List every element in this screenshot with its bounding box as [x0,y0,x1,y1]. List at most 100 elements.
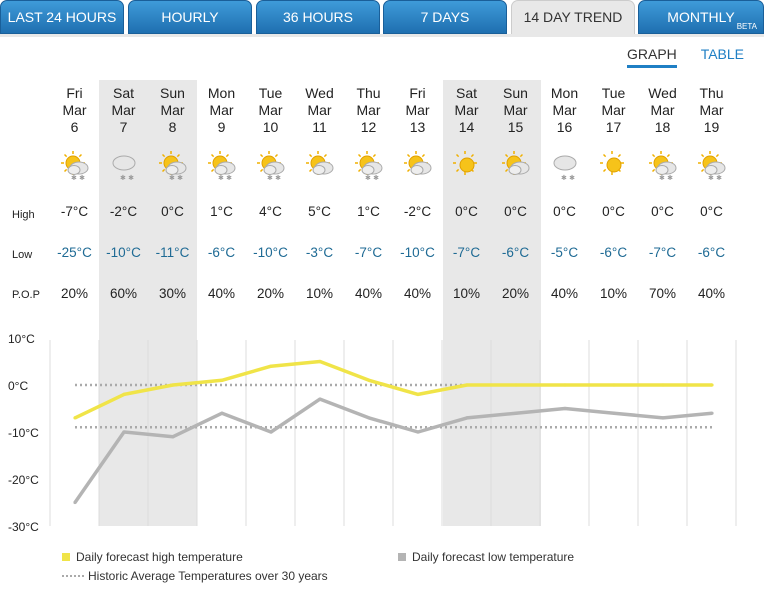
pop-value: 20% [501,286,530,301]
svg-text:✱ ✱: ✱ ✱ [561,174,575,180]
day-header: Thu Mar 19 [687,85,736,136]
tab-label: HOURLY [161,9,219,25]
low-temp: -6°C [697,245,726,260]
pop-value: 40% [697,286,726,301]
day-header-dow: Thu [699,85,724,101]
day-header-date: 12 [360,119,377,135]
legend-historic-label: Historic Average Temperatures over 30 ye… [88,569,328,583]
day-header-date: 13 [409,119,426,135]
sun-icon [599,150,629,180]
day-header-date: 11 [312,119,327,135]
sun-cloud-snow-icon: ✱ ✱ [207,150,237,182]
low-temp: -3°C [305,245,334,260]
tab-36-hours[interactable]: 36 HOURS [256,0,380,34]
day-header-dow: Sun [503,85,528,101]
y-tick-label: -20°C [8,473,39,487]
view-switcher: GRAPH TABLE [607,46,744,68]
high-temp: 0°C [504,204,527,219]
weekend-shade [99,80,197,340]
day-header-mon: Mar [699,102,724,118]
svg-text:✱ ✱: ✱ ✱ [71,174,85,180]
high-temp: 1°C [357,204,380,219]
high-temp-point [367,378,371,382]
svg-text:✱ ✱: ✱ ✱ [120,174,134,180]
high-temp-point [710,383,714,387]
day-header-date: 8 [168,119,177,135]
day-header: Sat Mar 14 [442,85,491,136]
tab-7-days[interactable]: 7 DAYS [383,0,507,34]
low-temp-point [514,411,518,415]
high-temp-point [661,383,665,387]
day-header-mon: Mar [160,102,185,118]
high-temp: 0°C [700,204,723,219]
tab-last-24-hours[interactable]: LAST 24 HOURS [0,0,124,34]
svg-text:✱ ✱: ✱ ✱ [365,174,379,180]
temperature-trend-chart: 10°C 0°C -10°C -20°C -30°C [8,332,737,534]
pop-value: 40% [550,286,579,301]
tab-monthly[interactable]: MONTHLY BETA [638,0,764,34]
low-temp: -25°C [57,245,92,260]
legend-high: Daily forecast high temperature [62,550,243,564]
day-header-dow: Sat [112,85,134,101]
legend-low-swatch [398,553,406,561]
tab-hourly[interactable]: HOURLY [128,0,252,34]
sun-cloud-icon [501,150,531,180]
low-temp: -6°C [599,245,628,260]
high-temp: 1°C [210,204,233,219]
graph-link[interactable]: GRAPH [627,46,677,68]
day-header-date: 19 [703,119,720,135]
pop-value: 70% [648,286,677,301]
day-header-date: 7 [119,119,128,135]
high-temp-point [171,383,175,387]
day-header-date: 10 [262,119,279,135]
day-header-mon: Mar [356,102,381,118]
day-header-dow: Mon [550,85,579,101]
high-temp: 0°C [602,204,625,219]
sun-icon [452,150,482,180]
high-temp: 0°C [553,204,576,219]
low-temp: -6°C [207,245,236,260]
pop-value: 30% [158,286,187,301]
tab-label: LAST 24 HOURS [7,9,117,25]
day-header-date: 18 [654,119,671,135]
day-header-date: 6 [70,119,79,135]
low-temp: -7°C [648,245,677,260]
low-temp: -11°C [155,245,190,260]
legend-low-label: Daily forecast low temperature [412,550,575,564]
y-tick-label: 0°C [8,379,28,393]
svg-text:✱ ✱: ✱ ✱ [708,174,722,180]
sun-cloud-snow-icon: ✱ ✱ [354,150,384,182]
day-header-mon: Mar [111,102,136,118]
cloud-snow-icon: ✱ ✱ [550,150,580,182]
pop-value: 10% [599,286,628,301]
high-temp-point [416,392,420,396]
day-header-dow: Wed [305,85,334,101]
high-temp: -2°C [109,204,138,219]
pop-value: 40% [403,286,432,301]
high-temp: 4°C [259,204,282,219]
high-temp-point [122,392,126,396]
low-row-label: Low [12,249,33,261]
low-temp-point [661,416,665,420]
pop-value: 40% [207,286,236,301]
day-header-mon: Mar [601,102,626,118]
day-header-date: 17 [605,119,622,135]
tab-label: 36 HOURS [282,9,354,25]
pop-value: 20% [256,286,285,301]
day-header-dow: Tue [601,85,626,101]
day-header-mon: Mar [454,102,479,118]
day-header-dow: Sun [160,85,185,101]
legend-historic-swatch [62,575,84,577]
pop-value: 10% [305,286,334,301]
low-temp-point [269,430,273,434]
day-header: Sun Mar 8 [148,85,197,136]
high-temp-point [612,383,616,387]
low-temp: -7°C [452,245,481,260]
low-temp-point [318,397,322,401]
table-link[interactable]: TABLE [700,46,744,62]
high-temp: 5°C [308,204,331,219]
y-tick-label: -10°C [8,426,39,440]
high-temp-point [73,416,77,420]
legend-high-swatch [62,553,70,561]
tab-14-day-trend[interactable]: 14 DAY TREND [511,0,635,37]
